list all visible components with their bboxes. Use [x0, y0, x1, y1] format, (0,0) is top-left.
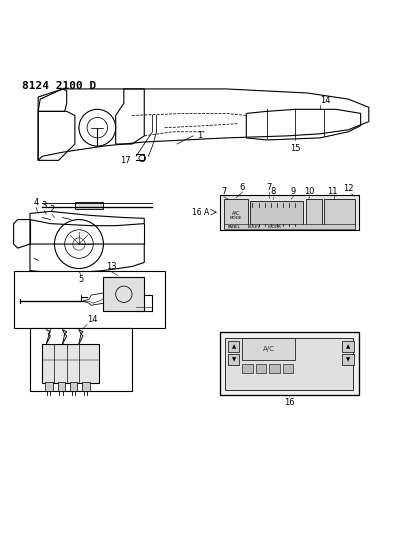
- Text: 11: 11: [327, 187, 337, 196]
- Text: 14: 14: [87, 316, 98, 325]
- Text: 7: 7: [266, 183, 271, 192]
- Text: MODE: MODE: [230, 215, 242, 220]
- Text: 2: 2: [50, 205, 55, 214]
- Text: 14: 14: [320, 96, 330, 105]
- Text: 4: 4: [33, 198, 39, 207]
- Bar: [70, 382, 77, 391]
- Bar: [46, 382, 53, 391]
- Bar: [220, 195, 358, 230]
- Text: A/C: A/C: [263, 346, 275, 352]
- Bar: [58, 382, 65, 391]
- Bar: [342, 341, 354, 352]
- Text: 16 A: 16 A: [192, 208, 209, 217]
- Bar: [224, 224, 355, 229]
- Bar: [305, 199, 322, 228]
- Text: 8: 8: [270, 187, 275, 196]
- Text: 12: 12: [343, 184, 353, 193]
- Text: 6: 6: [240, 183, 245, 192]
- Text: 10: 10: [305, 187, 315, 196]
- Bar: [324, 199, 355, 228]
- Bar: [75, 201, 104, 209]
- Text: 15: 15: [290, 144, 300, 153]
- Bar: [283, 364, 293, 373]
- Bar: [242, 338, 296, 360]
- Text: 9: 9: [291, 187, 296, 196]
- Text: ▲: ▲: [346, 344, 350, 349]
- Text: ▼: ▼: [231, 357, 236, 362]
- Bar: [250, 201, 303, 225]
- Bar: [269, 364, 280, 373]
- Bar: [242, 364, 253, 373]
- Text: 17: 17: [120, 156, 131, 165]
- Text: 5: 5: [79, 276, 83, 285]
- Bar: [82, 382, 90, 391]
- Text: 3: 3: [42, 201, 47, 210]
- Text: FLOOR: FLOOR: [268, 225, 282, 229]
- Bar: [224, 199, 248, 228]
- Text: 13: 13: [106, 262, 117, 271]
- Text: ▲: ▲: [231, 344, 236, 349]
- Text: ▼: ▼: [346, 357, 350, 362]
- Text: 16: 16: [284, 398, 295, 407]
- Text: 7: 7: [221, 187, 226, 196]
- Text: A/C: A/C: [232, 210, 240, 215]
- Text: BI-LEV: BI-LEV: [248, 225, 261, 229]
- Bar: [42, 344, 99, 383]
- Bar: [220, 332, 358, 395]
- Text: 8124 2100 D: 8124 2100 D: [22, 81, 96, 91]
- Bar: [256, 364, 266, 373]
- Bar: [228, 354, 239, 365]
- Bar: [14, 271, 165, 328]
- Bar: [30, 328, 132, 391]
- Text: PANEL: PANEL: [228, 225, 240, 229]
- Text: 1: 1: [197, 131, 203, 140]
- Bar: [228, 341, 239, 352]
- Bar: [104, 277, 144, 311]
- Bar: [342, 354, 354, 365]
- Bar: [225, 337, 353, 390]
